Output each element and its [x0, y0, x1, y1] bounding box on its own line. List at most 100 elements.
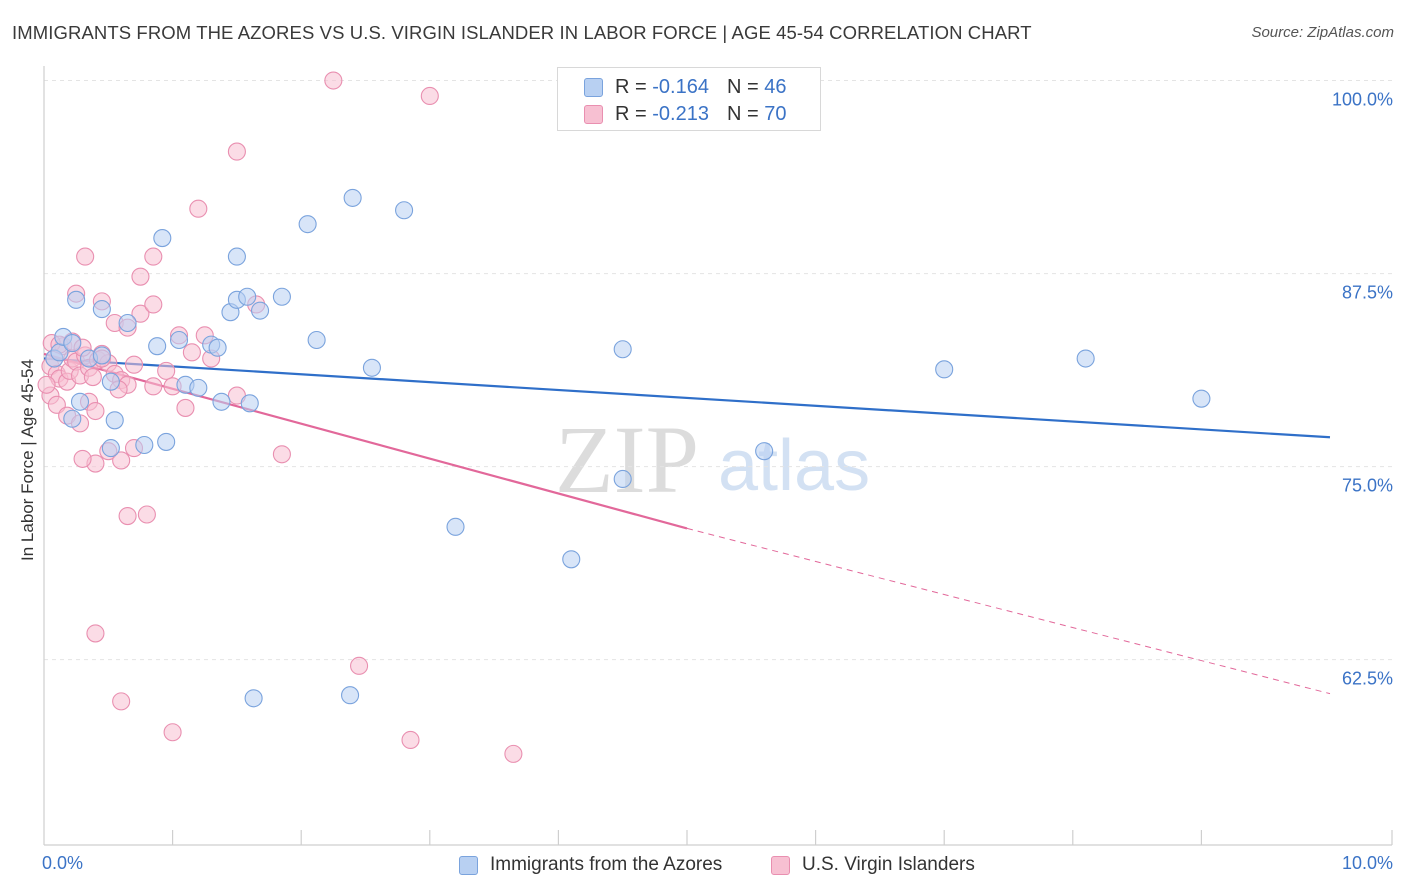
watermark: ZIP atlas [555, 406, 870, 513]
bottom-legend-azores: Immigrants from the Azores [459, 853, 722, 877]
data-point-virgin-islanders [189, 199, 208, 218]
data-point-azores [362, 358, 381, 377]
data-point-virgin-islanders [182, 343, 201, 362]
y-tick-label: 62.5% [1342, 669, 1393, 689]
bottom-legend-label-virgin-islanders: U.S. Virgin Islanders [802, 854, 975, 875]
legend-swatch-blue [584, 77, 603, 97]
trend-line-virgin-islanders-extrapolated [686, 527, 1331, 695]
legend-swatch-pink [584, 104, 603, 124]
legend-n-value: 46 [764, 75, 787, 98]
data-point-virgin-islanders [73, 449, 92, 468]
data-point-azores [227, 247, 246, 266]
data-point-azores [341, 686, 360, 705]
data-point-azores [343, 188, 362, 207]
data-point-virgin-islanders [350, 656, 369, 675]
data-point-azores [240, 394, 259, 413]
data-point-virgin-islanders [144, 295, 163, 314]
data-point-virgin-islanders [86, 401, 105, 421]
y-tick-labels: 62.5% 75.0% 87.5% 100.0% [1332, 90, 1393, 689]
data-point-azores [148, 337, 167, 356]
legend-n-label: N = [726, 75, 759, 98]
data-point-virgin-islanders [112, 692, 131, 711]
data-point-azores [1076, 349, 1095, 368]
data-point-azores [613, 469, 632, 489]
data-point-azores [101, 372, 120, 391]
bottom-legend-swatch-pink [771, 855, 790, 875]
data-point-virgin-islanders [420, 86, 439, 106]
data-point-azores [208, 338, 227, 357]
data-point-azores [157, 432, 176, 451]
bottom-legend-label-azores: Immigrants from the Azores [490, 854, 723, 875]
data-point-virgin-islanders [157, 361, 176, 380]
x-tick-label: 10.0% [1342, 853, 1393, 873]
data-point-azores [67, 290, 86, 309]
legend-n-label: N = [726, 102, 759, 125]
data-point-azores [298, 215, 317, 234]
trend-lines [43, 352, 1331, 695]
legend-r-value: -0.164 [652, 75, 709, 98]
data-point-azores [118, 313, 137, 333]
data-point-azores [92, 300, 111, 319]
data-point-virgin-islanders [163, 723, 182, 742]
data-point-azores [135, 435, 154, 455]
correlation-legend: R = -0.164 N = 46 R = -0.213 N = 70 [557, 67, 821, 131]
trend-line-azores [43, 357, 1331, 439]
bottom-legend-swatch-blue [459, 855, 478, 875]
data-point-azores [446, 517, 465, 536]
data-point-virgin-islanders [504, 744, 523, 763]
data-point-virgin-islanders [37, 375, 56, 394]
x-tick-labels: 0.0% 10.0% [42, 853, 1393, 873]
gridlines [44, 80, 1392, 661]
data-point-azores [307, 330, 326, 350]
data-point-azores [212, 392, 231, 411]
data-point-azores [92, 346, 111, 365]
y-tick-label: 75.0% [1342, 476, 1393, 496]
data-point-virgin-islanders [118, 506, 137, 526]
data-point-virgin-islanders [176, 398, 195, 417]
source-credit: Source: ZipAtlas.com [1251, 24, 1394, 41]
data-point-virgin-islanders [76, 247, 95, 266]
data-point-virgin-islanders [124, 355, 144, 374]
series-immigrants-azores [45, 188, 1211, 708]
data-point-virgin-islanders [131, 267, 150, 286]
x-tick-label: 0.0% [42, 853, 83, 873]
data-point-azores [395, 201, 414, 220]
data-point-azores [935, 360, 954, 379]
data-point-virgin-islanders [144, 247, 163, 266]
data-point-azores [238, 287, 257, 306]
legend-row-virgin-islanders: R = -0.213 N = 70 [584, 102, 786, 126]
data-point-azores [562, 550, 581, 569]
data-point-azores [70, 392, 90, 411]
data-point-virgin-islanders [131, 304, 150, 323]
data-point-azores [63, 409, 82, 428]
legend-r-label: R = [615, 75, 647, 98]
watermark-zip: ZIP [555, 406, 699, 513]
data-point-azores [250, 301, 270, 320]
y-axis-label: In Labor Force | Age 45-54 [18, 359, 37, 561]
data-point-virgin-islanders [144, 377, 163, 396]
data-point-virgin-islanders [83, 368, 102, 387]
y-tick-label: 87.5% [1342, 283, 1393, 303]
legend-n-value: 70 [764, 102, 787, 125]
data-point-azores [244, 689, 263, 708]
data-point-virgin-islanders [401, 730, 420, 750]
data-point-virgin-islanders [86, 624, 105, 643]
data-point-azores [105, 411, 124, 430]
data-point-virgin-islanders [112, 451, 131, 470]
data-point-virgin-islanders [227, 142, 246, 161]
data-point-azores [1192, 389, 1211, 408]
data-point-azores [755, 442, 774, 461]
bottom-legend-virgin-islanders: U.S. Virgin Islanders [771, 853, 975, 877]
legend-row-azores: R = -0.164 N = 46 [584, 75, 786, 99]
data-point-virgin-islanders [137, 505, 156, 524]
watermark-atlas: atlas [718, 426, 870, 506]
legend-r-value: -0.213 [652, 102, 709, 125]
data-point-azores [613, 340, 632, 359]
data-point-azores [169, 330, 189, 350]
data-point-azores [63, 334, 82, 353]
axes [43, 66, 1393, 846]
data-point-azores [189, 378, 208, 397]
legend-r-label: R = [615, 102, 647, 125]
data-point-azores [272, 287, 291, 306]
